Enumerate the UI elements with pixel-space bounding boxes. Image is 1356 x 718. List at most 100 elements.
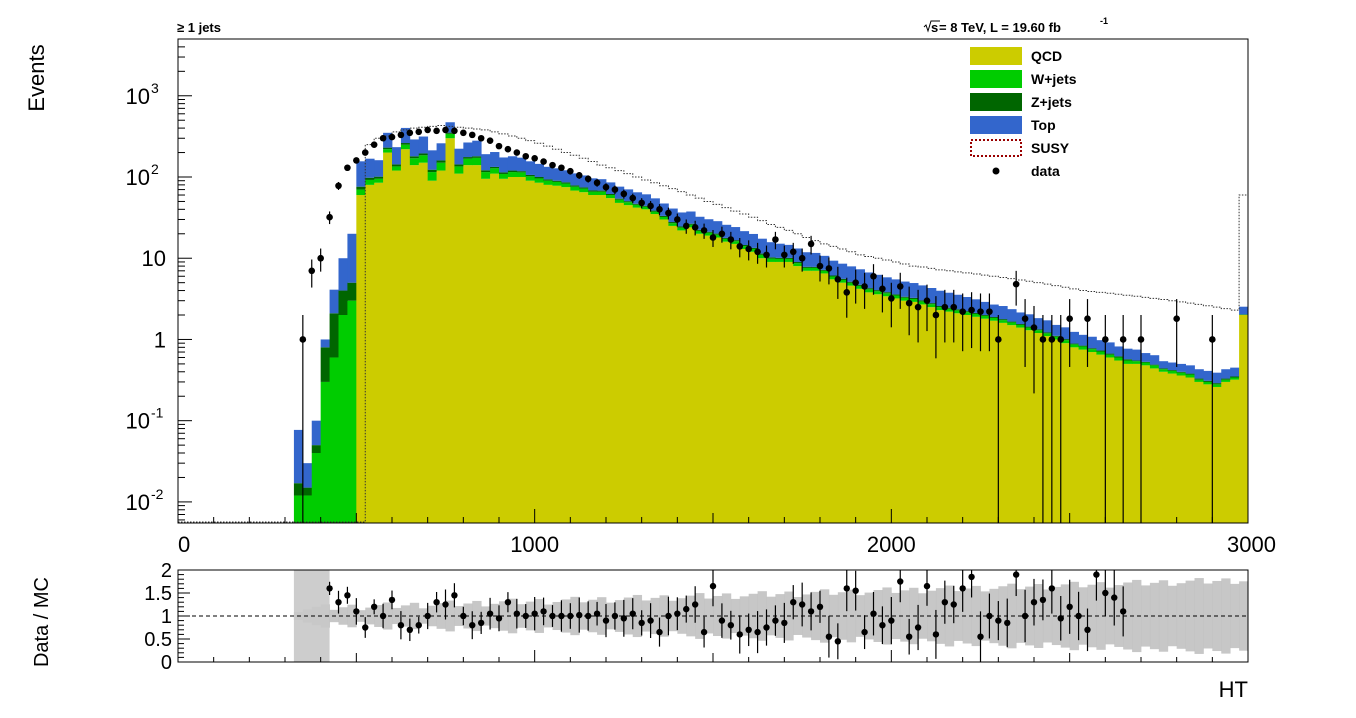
bar-top bbox=[704, 219, 714, 232]
data-point bbox=[789, 248, 797, 256]
bar-wjets bbox=[730, 241, 741, 244]
data-point bbox=[299, 336, 307, 343]
bar-zjets bbox=[356, 186, 366, 190]
ratio-point bbox=[1012, 571, 1020, 578]
bar-top bbox=[409, 139, 420, 157]
bar-wjets bbox=[552, 181, 562, 186]
bar-top bbox=[1176, 363, 1186, 372]
bar-top bbox=[713, 221, 723, 234]
bar-qcd bbox=[534, 182, 544, 523]
data-point bbox=[1030, 324, 1038, 331]
bar-top bbox=[570, 173, 580, 186]
bar-wjets bbox=[1042, 333, 1053, 337]
bar-zjets bbox=[490, 166, 500, 169]
data-point bbox=[1048, 336, 1056, 343]
data-point bbox=[781, 251, 788, 259]
bar-qcd bbox=[1239, 315, 1249, 523]
bar-zjets bbox=[766, 257, 776, 259]
bar-wjets bbox=[338, 315, 348, 523]
bar-top bbox=[820, 255, 830, 270]
bar-qcd bbox=[1096, 354, 1106, 523]
bar-zjets bbox=[650, 210, 660, 212]
bar-qcd bbox=[846, 285, 857, 523]
data-point bbox=[1066, 315, 1073, 323]
ratio-y-tick-label: 0.5 bbox=[144, 629, 172, 651]
bar-wjets bbox=[1123, 360, 1133, 364]
bar-top bbox=[766, 242, 776, 258]
bar-qcd bbox=[1060, 343, 1071, 523]
bar-wjets bbox=[935, 307, 946, 311]
bar-qcd bbox=[927, 307, 937, 523]
bar-top bbox=[686, 211, 696, 224]
ratio-y-tick-label: 1 bbox=[161, 606, 172, 628]
bar-wjets bbox=[1114, 357, 1124, 361]
ratio-point bbox=[513, 610, 521, 617]
ratio-band-bin bbox=[1096, 582, 1106, 650]
bar-top bbox=[1069, 331, 1079, 344]
bar-wjets bbox=[302, 495, 313, 523]
legend-label: data bbox=[1031, 163, 1060, 179]
bar-top bbox=[1025, 314, 1035, 327]
ratio-point bbox=[843, 585, 850, 592]
bar-wjets bbox=[623, 202, 634, 206]
bar-top bbox=[1158, 361, 1169, 369]
ratio-band-bin bbox=[436, 603, 446, 629]
data-point bbox=[1137, 336, 1145, 343]
ratio-point bbox=[477, 619, 485, 627]
bar-zjets bbox=[695, 229, 705, 231]
ratio-band-bin bbox=[543, 604, 553, 628]
data-point bbox=[1084, 315, 1091, 323]
ratio-point bbox=[745, 626, 752, 633]
bar-wjets bbox=[516, 172, 527, 178]
bar-zjets bbox=[588, 190, 598, 192]
bar-qcd bbox=[632, 207, 643, 523]
bar-qcd bbox=[579, 192, 589, 523]
bar-qcd bbox=[481, 178, 491, 523]
bar-top bbox=[1230, 367, 1240, 377]
ratio-point bbox=[986, 612, 993, 620]
bar-top bbox=[374, 160, 384, 177]
bar-zjets bbox=[864, 288, 874, 290]
bar-qcd bbox=[659, 219, 669, 523]
bar-top bbox=[1123, 348, 1133, 360]
ratio-y-ticks: 00.511.52 bbox=[144, 560, 190, 674]
bar-wjets bbox=[1105, 354, 1115, 358]
ratio-point bbox=[647, 617, 654, 624]
data-point bbox=[1021, 315, 1029, 323]
ratio-point bbox=[905, 633, 913, 640]
bar-wjets bbox=[873, 291, 883, 295]
bar-qcd bbox=[507, 177, 518, 523]
bar-zjets bbox=[1176, 371, 1186, 373]
bar-qcd bbox=[989, 320, 999, 523]
bar-top bbox=[1194, 369, 1204, 379]
bar-top bbox=[338, 258, 348, 291]
bar-wjets bbox=[588, 191, 598, 196]
ratio-point bbox=[495, 615, 503, 622]
data-point bbox=[816, 262, 824, 270]
bar-top bbox=[1007, 309, 1017, 322]
ratio-point bbox=[718, 617, 726, 624]
ratio-band-bin bbox=[507, 598, 518, 634]
ratio-point bbox=[790, 599, 797, 606]
bar-wjets bbox=[1230, 377, 1240, 380]
ratio-point bbox=[816, 603, 824, 610]
bar-qcd bbox=[383, 152, 393, 523]
ratio-point bbox=[442, 601, 449, 608]
data-point bbox=[682, 222, 690, 230]
bar-wjets bbox=[356, 189, 366, 196]
ratio-point bbox=[879, 622, 886, 629]
bar-qcd bbox=[909, 301, 919, 523]
bar-wjets bbox=[1158, 369, 1169, 372]
bar-zjets bbox=[1203, 380, 1213, 382]
ratio-point bbox=[424, 612, 431, 620]
ratio-point bbox=[504, 599, 512, 606]
bar-top bbox=[1016, 312, 1026, 324]
ratio-point bbox=[665, 612, 672, 620]
bar-top bbox=[329, 289, 339, 314]
bar-top bbox=[1185, 365, 1195, 374]
bar-top bbox=[677, 212, 687, 227]
bar-zjets bbox=[891, 294, 901, 296]
bar-wjets bbox=[668, 223, 678, 226]
bar-wjets bbox=[739, 246, 750, 249]
